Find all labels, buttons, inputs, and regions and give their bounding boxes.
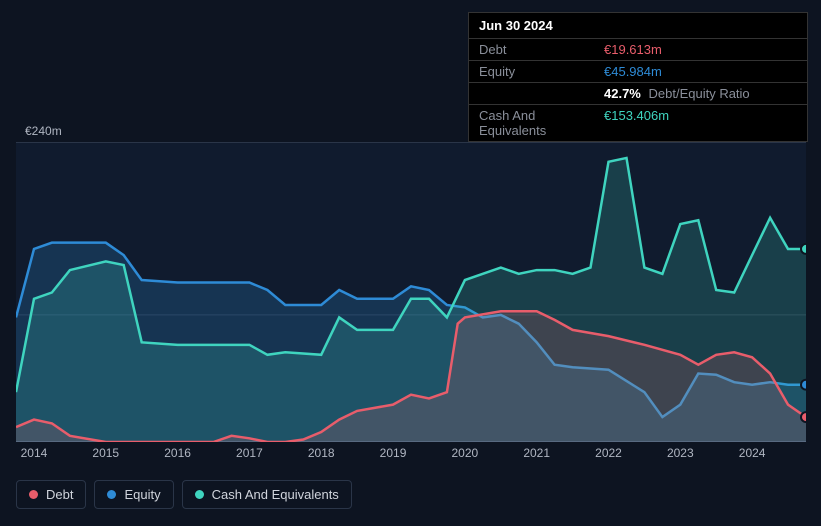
- tooltip-label: Equity: [479, 64, 604, 79]
- x-tick: 2021: [523, 446, 550, 460]
- legend-label: Cash And Equivalents: [212, 487, 339, 502]
- tooltip-ratio-label: Debt/Equity Ratio: [649, 86, 750, 101]
- tooltip-value: €153.406m: [604, 108, 669, 138]
- legend-item-debt[interactable]: Debt: [16, 480, 86, 509]
- legend-dot-icon: [195, 490, 204, 499]
- tooltip-row-ratio: 42.7% Debt/Equity Ratio: [469, 83, 807, 105]
- tooltip-label: Debt: [479, 42, 604, 57]
- tooltip-value: €19.613m: [604, 42, 662, 57]
- tooltip-date: Jun 30 2024: [469, 13, 807, 39]
- tooltip-row-equity: Equity €45.984m: [469, 61, 807, 83]
- legend-item-equity[interactable]: Equity: [94, 480, 173, 509]
- legend-dot-icon: [107, 490, 116, 499]
- chart-plot-area[interactable]: [16, 142, 806, 442]
- x-tick: 2017: [236, 446, 263, 460]
- legend-label: Debt: [46, 487, 73, 502]
- tooltip-label: [479, 86, 604, 101]
- legend-dot-icon: [29, 490, 38, 499]
- x-axis: 2014 2015 2016 2017 2018 2019 2020 2021 2022 2023…: [16, 446, 806, 466]
- x-tick: 2020: [452, 446, 479, 460]
- tooltip-label: Cash And Equivalents: [479, 108, 604, 138]
- x-tick: 2014: [21, 446, 48, 460]
- tooltip-value: €45.984m: [604, 64, 662, 79]
- tooltip-row-debt: Debt €19.613m: [469, 39, 807, 61]
- legend-item-cash[interactable]: Cash And Equivalents: [182, 480, 352, 509]
- x-tick: 2024: [739, 446, 766, 460]
- tooltip-ratio-pct: 42.7%: [604, 86, 641, 101]
- x-tick: 2016: [164, 446, 191, 460]
- x-tick: 2023: [667, 446, 694, 460]
- x-tick: 2019: [380, 446, 407, 460]
- tooltip-row-cash: Cash And Equivalents €153.406m: [469, 105, 807, 141]
- legend: Debt Equity Cash And Equivalents: [16, 480, 352, 509]
- x-tick: 2022: [595, 446, 622, 460]
- legend-label: Equity: [124, 487, 160, 502]
- x-tick: 2015: [92, 446, 119, 460]
- chart-svg: [16, 143, 806, 442]
- chart-tooltip: Jun 30 2024 Debt €19.613m Equity €45.984…: [468, 12, 808, 142]
- y-axis-max-label: €240m: [25, 124, 62, 138]
- x-tick: 2018: [308, 446, 335, 460]
